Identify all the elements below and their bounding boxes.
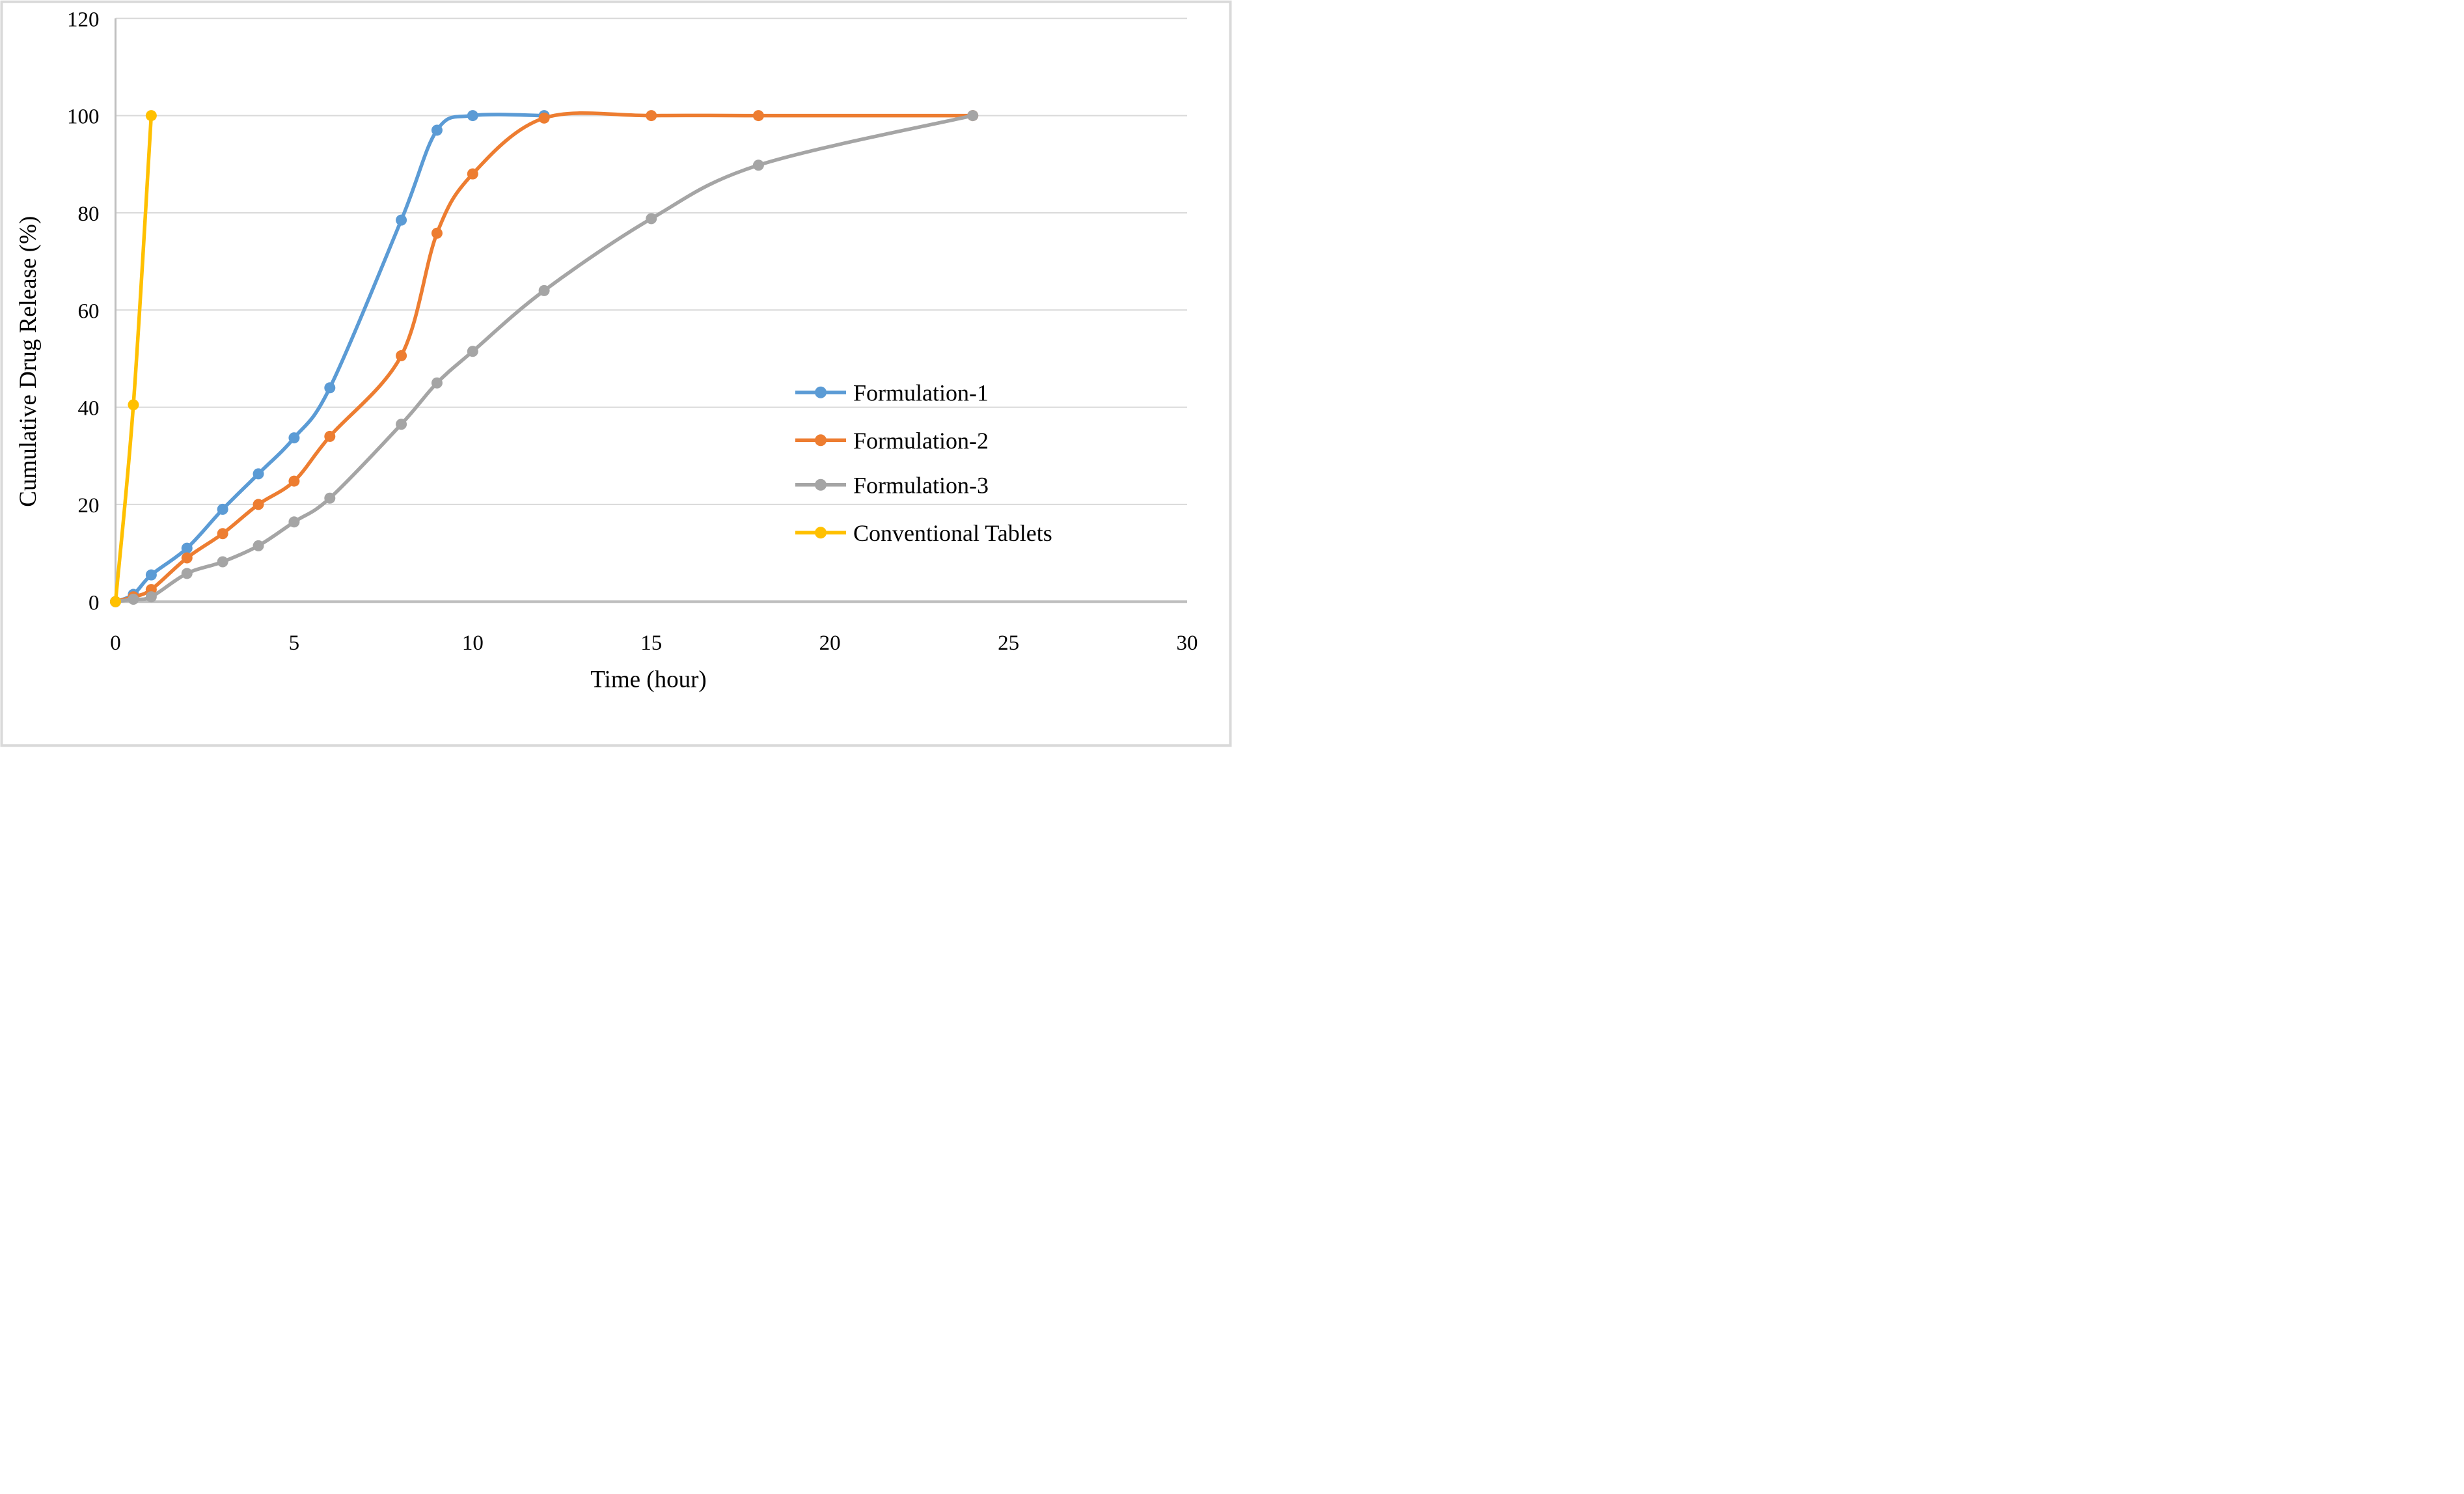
- legend-item-formulation-2: Formulation-2: [795, 428, 989, 454]
- series-formulation-2-point-9h: [431, 227, 443, 239]
- chart-area-border: [0, 0, 1232, 747]
- series-formulation-1-point-10h: [467, 110, 478, 122]
- y-axis-title: Cumulative Drug Release (%): [15, 216, 42, 507]
- series-formulation-3-point-1h: [145, 591, 157, 603]
- series-formulation-1-point-1h: [145, 569, 157, 581]
- x-axis-tick-labels: 0 5 10 15 20 25 30: [110, 631, 1198, 655]
- series-formulation-1-point-9h: [431, 124, 443, 136]
- series-conventional-tablets-line: [113, 113, 154, 603]
- y-tick-label-0: 0: [89, 591, 100, 615]
- legend-item-formulation-1: Formulation-1: [795, 380, 989, 406]
- y-axis-tick-labels: 0 20 40 60 80 100 120: [67, 8, 100, 615]
- series-conventional-tablets-point-0.5h: [128, 399, 139, 411]
- y-tick-label-60: 60: [78, 299, 100, 323]
- series-formulation-3-point-5h: [288, 516, 300, 528]
- series-formulation-3-point-18h: [752, 159, 764, 171]
- series-formulation-2-point-5h: [288, 475, 300, 487]
- x-tick-label-5: 5: [289, 631, 300, 655]
- series-formulation-2-point-18h: [752, 110, 764, 122]
- legend-label-formulation-1: Formulation-1: [853, 380, 989, 406]
- series-formulation-1-point-2h: [181, 542, 193, 554]
- series-formulation-2-point-15h: [646, 110, 657, 122]
- x-tick-label-25: 25: [998, 631, 1019, 655]
- series-formulation-2-point-10h: [467, 168, 478, 180]
- series-formulation-1-point-8h: [396, 214, 407, 226]
- series-conventional-tablets-point-1h: [145, 110, 157, 122]
- x-tick-label-30: 30: [1177, 631, 1198, 655]
- series-formulation-3-point-10h: [467, 346, 478, 357]
- series-formulation-1-point-3h: [217, 503, 228, 515]
- series-formulation-3: [110, 110, 979, 607]
- series-formulation-1-point-5h: [288, 432, 300, 444]
- x-tick-label-15: 15: [640, 631, 662, 655]
- series-formulation-3-point-4h: [253, 540, 264, 551]
- series-formulation-2-point-4h: [253, 499, 264, 510]
- y-tick-label-80: 80: [78, 202, 100, 226]
- x-tick-label-20: 20: [819, 631, 841, 655]
- legend-label-formulation-2: Formulation-2: [853, 428, 989, 454]
- series-formulation-3-point-0.5h: [128, 594, 139, 605]
- series-formulation-3-point-9h: [431, 377, 443, 389]
- series-formulation-3-point-3h: [217, 556, 228, 568]
- series-formulation-2-point-12h: [538, 112, 550, 124]
- y-tick-label-120: 120: [67, 8, 100, 31]
- series-formulation-2-point-2h: [181, 552, 193, 564]
- legend-item-formulation-3: Formulation-3: [795, 472, 989, 498]
- series-conventional-tablets: [110, 110, 157, 607]
- x-tick-label-10: 10: [462, 631, 484, 655]
- series-formulation-1-point-6h: [324, 382, 336, 394]
- legend-label-formulation-3: Formulation-3: [853, 472, 989, 498]
- y-tick-label-20: 20: [78, 494, 100, 518]
- legend-marker-dot-formulation-2: [815, 434, 827, 447]
- series-conventional-tablets-point-0h: [110, 596, 121, 607]
- y-tick-label-100: 100: [67, 105, 100, 129]
- x-axis-title: Time (hour): [590, 666, 707, 693]
- axes: [115, 18, 1187, 603]
- series-formulation-3-point-15h: [646, 213, 657, 225]
- legend-label-conventional-tablets: Conventional Tablets: [853, 520, 1052, 546]
- series-group: [110, 110, 979, 607]
- legend-marker-dot-conventional-tablets: [815, 527, 827, 539]
- series-formulation-3-point-6h: [324, 492, 336, 504]
- series-formulation-3-point-8h: [396, 419, 407, 430]
- series-formulation-3-point-2h: [181, 568, 193, 579]
- series-formulation-2-point-6h: [324, 430, 336, 442]
- series-formulation-3-point-24h: [967, 110, 979, 122]
- series-formulation-2-point-8h: [396, 350, 407, 361]
- x-tick-label-0: 0: [110, 631, 121, 655]
- series-formulation-3-point-12h: [538, 284, 550, 296]
- drug-release-figure: 0 5 10 15 20 25 30 0 20 40 60 80 100 120 Formulation…: [0, 0, 1232, 747]
- drug-release-line-chart: 0 5 10 15 20 25 30 0 20 40 60 80 100 120 Formulation…: [0, 0, 1232, 747]
- series-formulation-2-point-3h: [217, 528, 228, 540]
- series-formulation-1-point-4h: [253, 468, 264, 480]
- legend-marker-dot-formulation-1: [815, 386, 827, 398]
- legend: Formulation-1 Formulation-2 Formulation-3 C…: [795, 380, 1052, 546]
- legend-marker-dot-formulation-3: [815, 478, 827, 491]
- legend-item-conventional-tablets: Conventional Tablets: [795, 520, 1052, 546]
- y-tick-label-40: 40: [78, 397, 100, 421]
